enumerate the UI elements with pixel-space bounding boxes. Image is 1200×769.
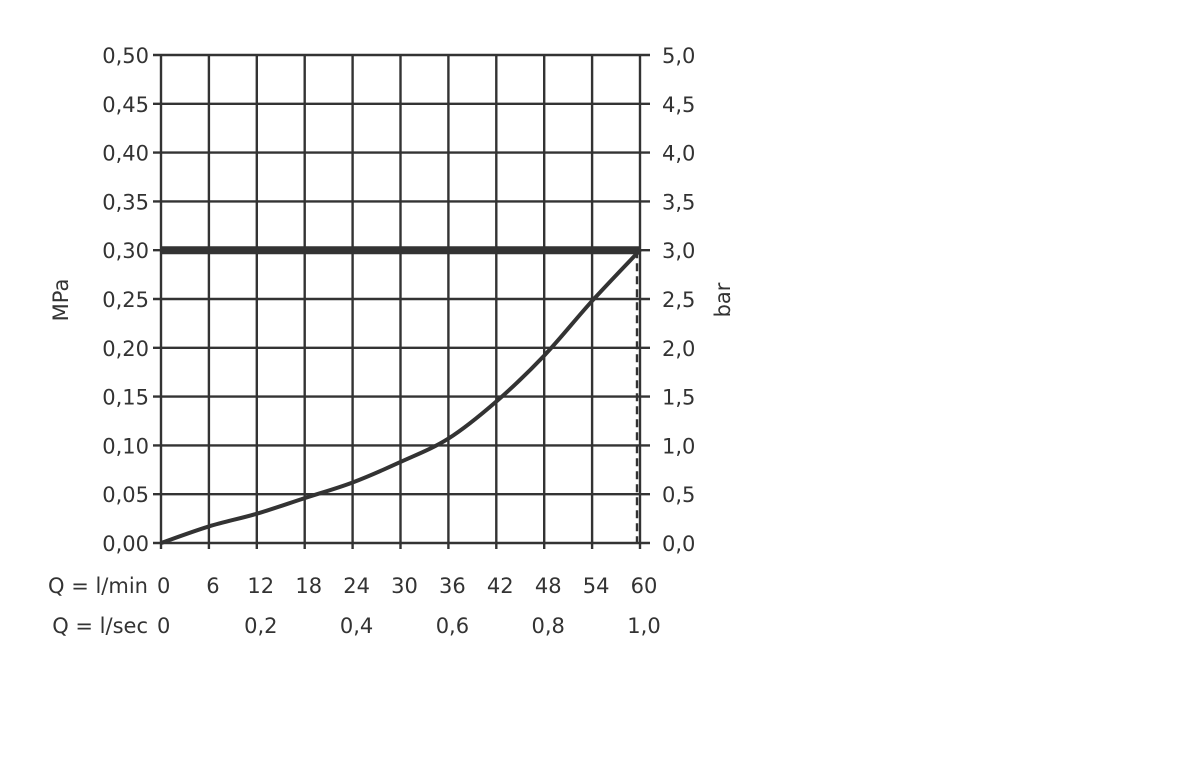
marks [160, 246, 642, 545]
pressure-loss-curve [160, 248, 642, 545]
y-axis-label-left: MPa [49, 279, 73, 322]
x-tick-label: 48 [535, 574, 562, 598]
y-tick-label-right: 4,0 [662, 142, 695, 166]
y-tick-label-right: 2,0 [662, 337, 695, 361]
x-tick-label: 0,6 [436, 614, 469, 638]
labels: 0,00 0,00,05 0,50,10 1,00,15 1,50,20 2,00,25 2… [48, 44, 695, 638]
y-tick-label-left: 0,00 [102, 532, 149, 556]
x-tick-label: 30 [391, 574, 418, 598]
x-tick-label: 42 [487, 574, 514, 598]
y-tick-label-left: 0,25 [102, 288, 149, 312]
y-tick-label-right: 1,0 [662, 434, 695, 458]
y-tick-label-right: 5,0 [662, 44, 695, 68]
x-tick-label: 0 [157, 574, 170, 598]
x-tick-label: 24 [343, 574, 370, 598]
x-tick-label: 12 [247, 574, 274, 598]
y-tick-label-right: 3,5 [662, 190, 695, 214]
y-tick-label-left: 0,30 [102, 239, 149, 263]
x-tick-label: 36 [439, 574, 466, 598]
x-axis-label: Q = l/sec [52, 614, 148, 638]
y-tick-label-left: 0,20 [102, 337, 149, 361]
x-axis-label: Q = l/min [48, 574, 148, 598]
y-tick-label-left: 0,15 [102, 386, 149, 410]
y-tick-label-right: 2,5 [662, 288, 695, 312]
x-tick-label: 1,0 [627, 614, 660, 638]
y-tick-label-left: 0,45 [102, 93, 149, 117]
y-tick-label-right: 0,5 [662, 483, 695, 507]
x-tick-label: 60 [631, 574, 658, 598]
y-axis-label-right: bar [711, 282, 735, 317]
x-tick-label: 18 [295, 574, 322, 598]
x-tick-label: 0,2 [244, 614, 277, 638]
x-tick-label: 0,8 [531, 614, 564, 638]
x-tick-label: 0 [157, 614, 170, 638]
y-tick-label-left: 0,35 [102, 190, 149, 214]
y-tick-label-right: 0,0 [662, 532, 695, 556]
x-tick-label: 6 [206, 574, 219, 598]
y-tick-label-left: 0,50 [102, 44, 149, 68]
y-tick-label-left: 0,40 [102, 142, 149, 166]
y-tick-label-left: 0,05 [102, 483, 149, 507]
grid [153, 53, 650, 549]
y-tick-label-left: 0,10 [102, 434, 149, 458]
x-tick-label: 0,4 [340, 614, 373, 638]
y-tick-label-right: 1,5 [662, 386, 695, 410]
y-tick-label-right: 3,0 [662, 239, 695, 263]
y-tick-label-right: 4,5 [662, 93, 695, 117]
x-tick-label: 54 [583, 574, 610, 598]
